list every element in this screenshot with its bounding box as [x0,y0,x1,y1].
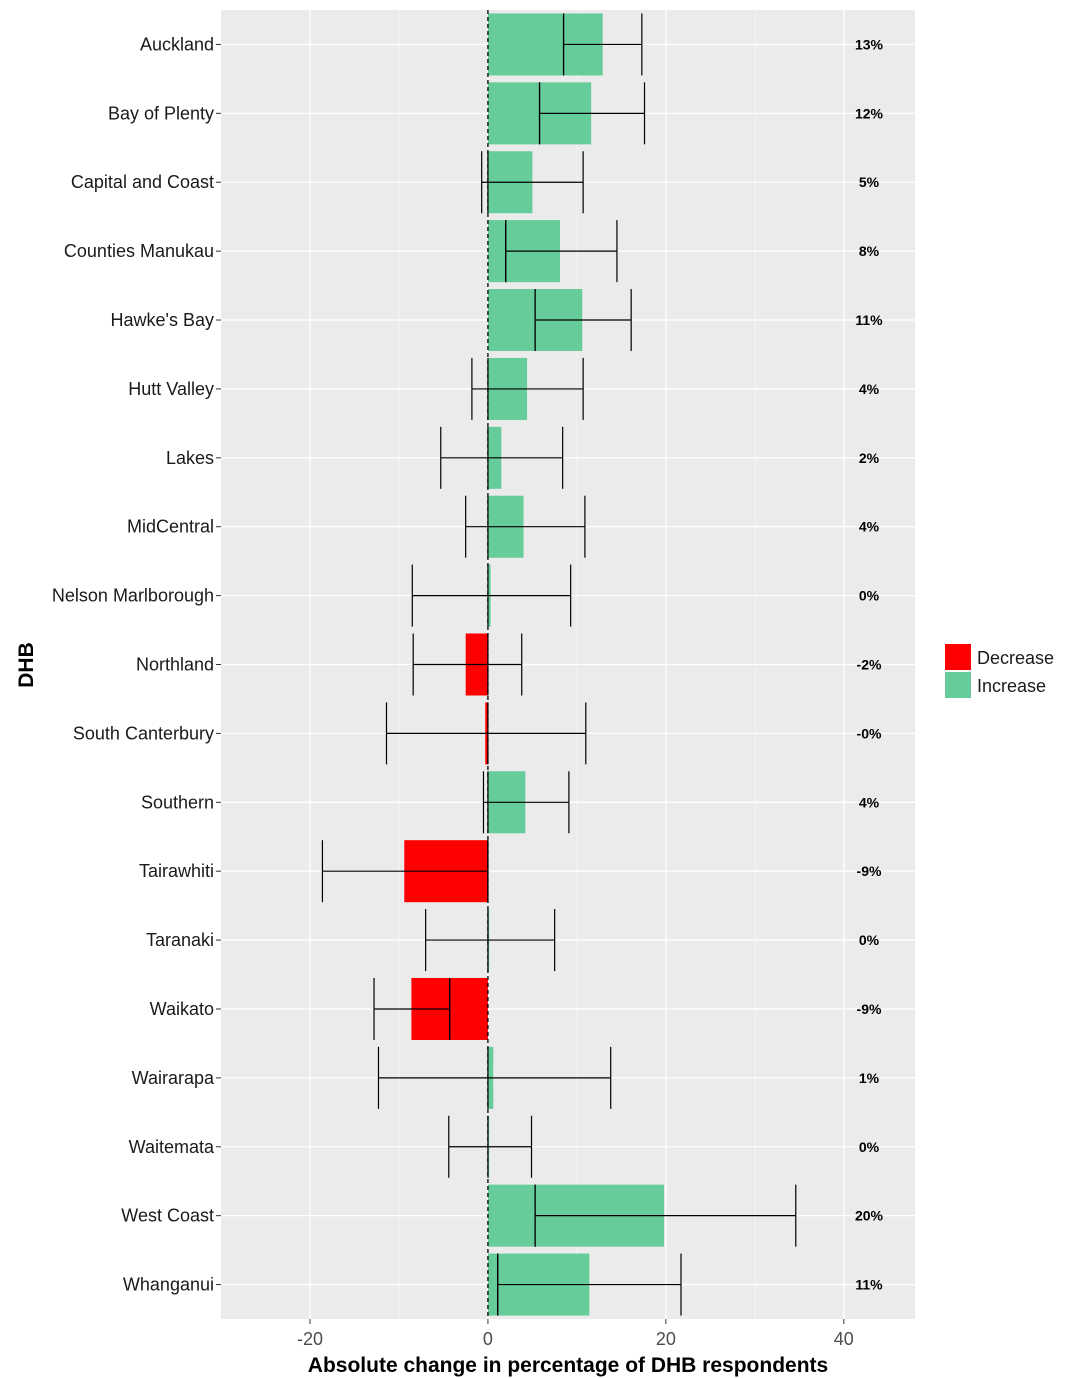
value-label: 4% [859,381,880,397]
y-tick-label: Whanganui [123,1275,214,1295]
x-axis: -20 0 20 40 [297,1319,854,1349]
value-label: 4% [859,794,880,810]
value-label: 2% [859,450,880,466]
error-bars [321,13,797,1316]
value-label: 0% [859,1139,880,1155]
legend: Decrease Increase [945,644,1054,698]
value-label: 13% [855,36,884,52]
value-label: -9% [857,1001,882,1017]
value-label: -9% [857,863,882,879]
value-label: -0% [857,725,882,741]
value-labels: 13% 12% 5% 8% 11% 4% 2% 4% 0% -2% -0% 4% -9% 0% -9% 1% 0… [855,36,884,1292]
y-tick-label: Waitemata [129,1137,215,1157]
value-label: 0% [859,932,880,948]
y-tick-label: Bay of Plenty [108,103,214,123]
y-tick-label: Counties Manukau [64,241,214,261]
y-tick-label: Capital and Coast [71,172,214,192]
y-tick-label: MidCentral [127,517,214,537]
y-tick-label: Northland [136,655,214,675]
x-tick-label: -20 [297,1329,323,1349]
legend-label-decrease: Decrease [977,648,1054,668]
value-label: 4% [859,519,880,535]
y-tick-label: Tairawhiti [139,861,214,881]
bars [404,13,665,1316]
value-label: 12% [855,105,884,121]
x-tick-label: 20 [656,1329,676,1349]
x-tick-label: 0 [483,1329,493,1349]
value-label: 11% [855,1277,883,1293]
y-tick-label: West Coast [121,1206,214,1226]
y-tick-label: Southern [141,792,214,812]
y-tick-label: Lakes [166,448,214,468]
y-tick-label: Hawke's Bay [111,310,214,330]
y-tick-label: Wairarapa [132,1068,215,1088]
value-label: 1% [859,1070,880,1086]
value-label: 11% [855,312,883,328]
y-tick-label: Taranaki [146,930,214,950]
value-label: 20% [855,1208,884,1224]
y-axis-title: DHB [15,642,38,688]
y-tick-label: South Canterbury [73,723,214,743]
y-tick-label: Nelson Marlborough [52,586,214,606]
y-tick-label: Hutt Valley [128,379,214,399]
y-tick-label: Waikato [150,999,214,1019]
value-label: 8% [859,243,880,259]
value-label: -2% [857,657,882,673]
x-axis-title: Absolute change in percentage of DHB res… [308,1354,828,1377]
y-axis: Auckland Bay of Plenty Capital and Coast Co… [52,34,221,1295]
y-tick-label: Auckland [140,34,214,54]
legend-swatch-decrease [945,644,971,670]
x-tick-label: 40 [834,1329,854,1349]
legend-label-increase: Increase [977,676,1046,696]
value-label: 5% [859,174,880,190]
value-label: 0% [859,588,880,604]
legend-swatch-increase [945,672,971,698]
